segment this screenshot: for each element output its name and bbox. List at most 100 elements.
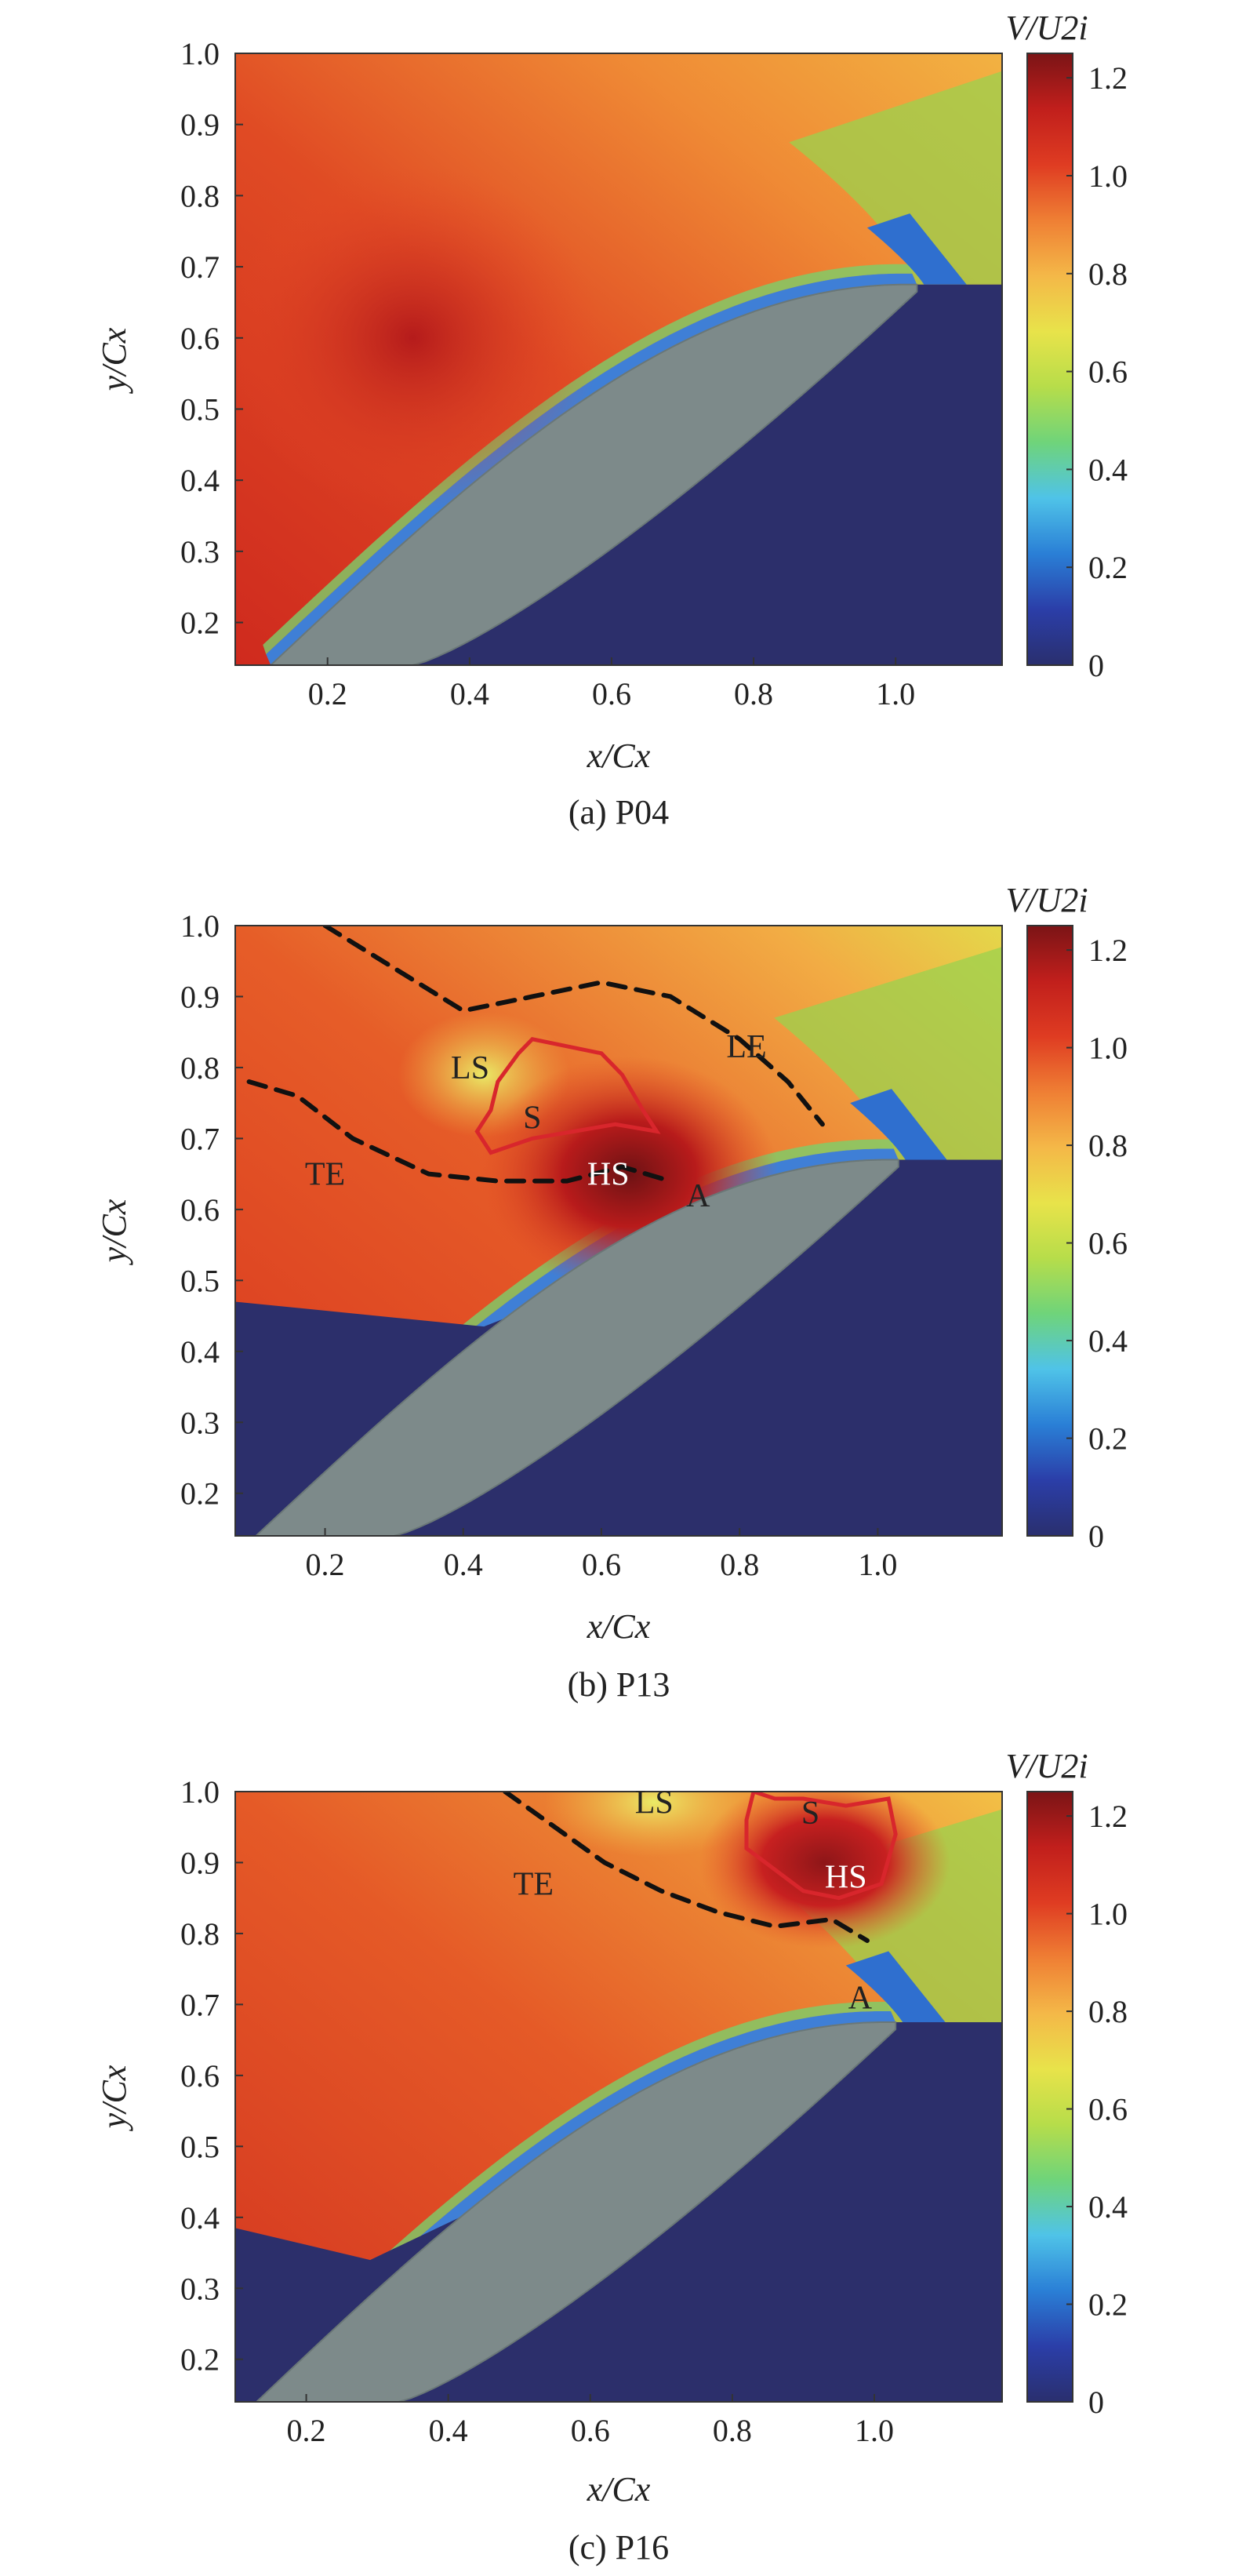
x-tick-label: 0.4 <box>450 676 489 711</box>
y-tick-label: 0.6 <box>180 1192 220 1228</box>
colorbar-tick-label: 1.0 <box>1088 158 1128 194</box>
colorbar-gradient <box>1026 1791 1073 2403</box>
blade <box>254 1159 899 1536</box>
colorbar-tick-label: 0.6 <box>1088 1226 1128 1261</box>
colorbar-tick-label: 0.6 <box>1088 2092 1128 2127</box>
colorbar-title: V/U2i <box>1005 9 1088 47</box>
colorbar-tick-label: 0.8 <box>1088 1994 1128 2029</box>
y-tick-label: 0.7 <box>180 1987 220 2022</box>
annotation-hs: HS <box>587 1157 630 1193</box>
annotation-s: S <box>523 1100 541 1136</box>
x-tick-label: 0.2 <box>287 2413 326 2448</box>
colorbar-tick-label: 1.0 <box>1088 1031 1128 1066</box>
colorbar-tick-label: 0 <box>1088 1519 1104 1554</box>
panel-caption: (c) P16 <box>568 2528 669 2567</box>
colorbar-gradient <box>1026 53 1073 666</box>
panel-caption: (a) P04 <box>568 793 669 831</box>
y-tick-label: 0.6 <box>180 2058 220 2094</box>
panel-1: 0.2 0.4 0.6 0.8 1.0 0.2 0.3 0.4 0.5 0.6 0.7 0.8 0.9 1… <box>95 9 1128 831</box>
plot-frame <box>234 925 1003 1537</box>
dashed-line-te <box>246 1079 674 1184</box>
velocity-field <box>235 1792 1002 2402</box>
y-tick-label: 0.4 <box>180 1334 220 1370</box>
annotation-le: LE <box>726 1029 766 1065</box>
y-tick-label: 0.5 <box>180 2129 220 2164</box>
y-tick-label: 0.4 <box>180 463 220 498</box>
y-tick-label: 0.5 <box>180 1263 220 1298</box>
annotation-te: TE <box>305 1157 345 1193</box>
colorbar-tick-label: 0.2 <box>1088 2287 1128 2323</box>
x-tick-label: 0.6 <box>592 676 631 711</box>
x-tick-label: 0.8 <box>720 1547 759 1582</box>
panel-2: 0.2 0.4 0.6 0.8 1.0 0.2 0.3 0.4 0.5 0.6 0.7 0.8 0.9 1… <box>95 881 1128 1704</box>
colorbar-title: V/U2i <box>1005 1747 1088 1785</box>
x-tick-label: 1.0 <box>876 676 915 711</box>
colorbar-tick-label: 0 <box>1088 2385 1104 2420</box>
panel-3: 0.2 0.4 0.6 0.8 1.0 0.2 0.3 0.4 0.5 0.6 0.7 0.8 0.9 1… <box>95 1747 1128 2567</box>
y-tick-label: 0.3 <box>180 1405 220 1440</box>
y-tick-label: 0.8 <box>180 1916 220 1952</box>
colorbar-tick-label: 0.8 <box>1088 257 1128 292</box>
y-tick-label: 0.2 <box>180 2342 220 2378</box>
y-axis-label: y/Cx <box>95 1199 133 1265</box>
y-tick-label: 0.9 <box>180 107 220 143</box>
colorbar-tick-label: 0 <box>1088 648 1104 683</box>
wake-blue <box>845 1951 946 2023</box>
x-tick-label: 0.8 <box>713 2413 752 2448</box>
x-tick-label: 0.8 <box>734 676 773 711</box>
x-axis-label: x/Cx <box>587 1607 651 1646</box>
velocity-field <box>235 926 1002 1536</box>
y-tick-label: 0.9 <box>180 1845 220 1880</box>
annotation-te: TE <box>514 1867 554 1903</box>
colorbar-tick-label: 0.4 <box>1088 2189 1128 2225</box>
y-tick-label: 0.3 <box>180 534 220 569</box>
x-tick-label: 1.0 <box>858 1547 897 1582</box>
y-tick-label: 0.3 <box>180 2271 220 2306</box>
colorbar-tick-label: 0.2 <box>1088 550 1128 585</box>
wake-region <box>789 71 1002 285</box>
x-tick-label: 0.6 <box>571 2413 610 2448</box>
velocity-field <box>235 53 1002 665</box>
colorbar-title: V/U2i <box>1005 881 1088 919</box>
blade <box>255 2021 897 2402</box>
x-axis-label: x/Cx <box>587 2470 651 2509</box>
high-speed-region <box>699 1792 950 1949</box>
x-axis-label: x/Cx <box>587 737 651 775</box>
blade <box>269 283 918 665</box>
colorbar-tick-label: 0.6 <box>1088 355 1128 390</box>
x-tick-label: 0.2 <box>308 676 347 711</box>
x-tick-label: 0.2 <box>306 1547 345 1582</box>
colorbar-tick-label: 0.8 <box>1088 1128 1128 1163</box>
contour-s <box>744 1792 898 1901</box>
colorbar-tick-label: 1.2 <box>1088 60 1128 96</box>
y-tick-label: 0.8 <box>180 1050 220 1086</box>
dashed-line-te <box>503 1792 870 1943</box>
y-tick-label: 0.7 <box>180 1121 220 1156</box>
colorbar-tick-label: 1.0 <box>1088 1897 1128 1932</box>
wake-blue <box>850 1089 947 1160</box>
colorbar-tick-label: 1.2 <box>1088 933 1128 968</box>
x-tick-label: 1.0 <box>855 2413 894 2448</box>
annotation-a: A <box>848 1980 873 2016</box>
y-tick-label: 0.8 <box>180 178 220 213</box>
wake-region <box>774 947 1002 1160</box>
panel-caption: (b) P13 <box>568 1665 670 1704</box>
y-tick-label: 0.4 <box>180 2200 220 2236</box>
y-tick-label: 0.6 <box>180 321 220 356</box>
colorbar-tick-label: 1.2 <box>1088 1799 1128 1834</box>
y-tick-label: 0.9 <box>180 979 220 1014</box>
x-tick-label: 0.4 <box>444 1547 483 1582</box>
colorbar-tick-label: 0.2 <box>1088 1421 1128 1457</box>
y-tick-label: 1.0 <box>180 1774 220 1810</box>
wake-blue <box>866 213 967 285</box>
y-tick-label: 0.7 <box>180 249 220 285</box>
colorbar-tick-label: 0.4 <box>1088 1323 1128 1359</box>
dashed-line-le <box>322 926 825 1127</box>
colorbar-gradient <box>1026 925 1073 1537</box>
annotation-ls: LS <box>635 1785 674 1821</box>
annotation-a: A <box>686 1178 710 1214</box>
